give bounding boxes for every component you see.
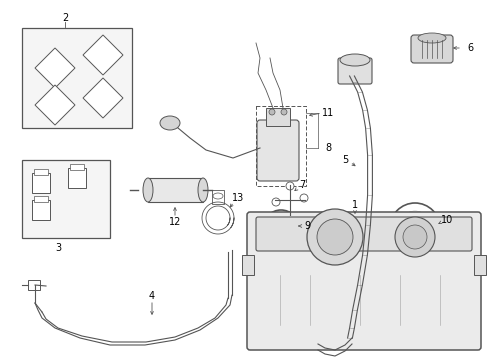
Bar <box>473 255 485 275</box>
Bar <box>212 190 224 204</box>
Text: 5: 5 <box>341 155 347 165</box>
Bar <box>32 173 50 193</box>
Text: 3: 3 <box>55 243 61 253</box>
Bar <box>256 106 305 186</box>
Bar <box>68 168 86 188</box>
Text: 9: 9 <box>304 221 309 231</box>
Text: 6: 6 <box>466 43 472 53</box>
Bar <box>34 196 48 202</box>
Circle shape <box>268 216 292 240</box>
Circle shape <box>389 203 439 253</box>
Text: 11: 11 <box>321 108 333 118</box>
Bar <box>22 28 132 128</box>
Ellipse shape <box>198 178 207 202</box>
Bar <box>70 164 84 170</box>
Circle shape <box>394 217 434 257</box>
Circle shape <box>271 198 280 206</box>
Circle shape <box>285 182 293 190</box>
Circle shape <box>263 210 298 246</box>
Polygon shape <box>35 85 75 125</box>
Ellipse shape <box>417 33 445 43</box>
Circle shape <box>316 219 352 255</box>
Bar <box>22 160 110 238</box>
Polygon shape <box>35 48 75 88</box>
Text: 4: 4 <box>149 291 155 301</box>
Text: 13: 13 <box>231 193 244 203</box>
FancyBboxPatch shape <box>410 35 452 63</box>
Text: 2: 2 <box>62 13 68 23</box>
Ellipse shape <box>160 116 180 130</box>
FancyBboxPatch shape <box>246 212 480 350</box>
Text: 12: 12 <box>168 217 181 227</box>
Circle shape <box>268 109 274 115</box>
Bar <box>242 255 253 275</box>
Bar <box>32 200 50 220</box>
Circle shape <box>306 209 362 265</box>
Circle shape <box>402 225 426 249</box>
Circle shape <box>281 109 286 115</box>
FancyBboxPatch shape <box>256 217 471 251</box>
Bar <box>28 280 40 290</box>
Circle shape <box>299 194 307 202</box>
Text: 8: 8 <box>324 143 330 153</box>
FancyBboxPatch shape <box>337 58 371 84</box>
Ellipse shape <box>339 54 369 66</box>
FancyBboxPatch shape <box>257 120 298 181</box>
Text: 10: 10 <box>440 215 452 225</box>
Circle shape <box>397 211 431 245</box>
Text: 1: 1 <box>351 200 357 210</box>
Bar <box>265 108 289 126</box>
Bar <box>148 178 203 202</box>
Polygon shape <box>83 35 123 75</box>
Ellipse shape <box>213 193 223 199</box>
Bar <box>34 169 48 175</box>
Text: 7: 7 <box>298 180 305 190</box>
Ellipse shape <box>142 178 153 202</box>
Polygon shape <box>83 78 123 118</box>
